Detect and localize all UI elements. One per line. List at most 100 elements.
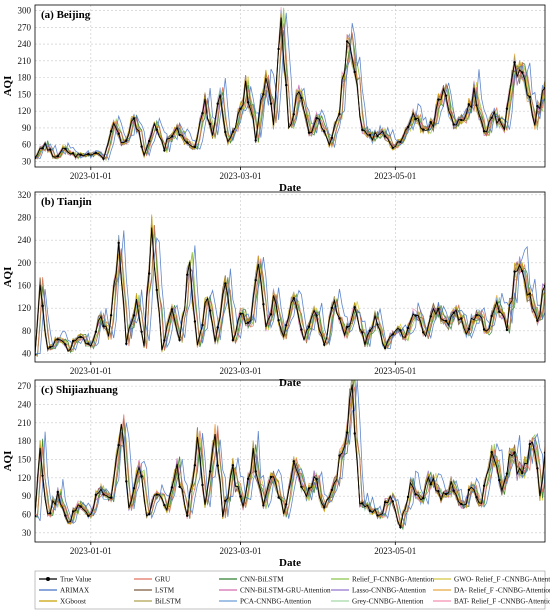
true-value-point: [94, 493, 98, 496]
true-value-point: [109, 314, 113, 317]
true-value-point: [444, 94, 448, 97]
true-value-point: [254, 279, 257, 282]
true-value-point: [170, 135, 174, 138]
true-value-point: [170, 308, 174, 311]
true-value-point: [323, 343, 326, 346]
true-value-point: [521, 71, 524, 74]
true-value-point: [224, 499, 227, 502]
series-line: [35, 392, 545, 530]
y-tick-label: 120: [18, 106, 32, 116]
legend-label: CNN-BiLSTM-GRU-Attention: [240, 587, 331, 595]
legend-label: GRU: [155, 576, 171, 584]
true-value-point: [391, 146, 394, 149]
true-value-point: [132, 117, 136, 120]
true-value-point: [399, 140, 402, 144]
true-value-point: [262, 504, 265, 507]
true-value-point: [262, 93, 265, 96]
true-value-point: [307, 487, 311, 490]
true-value-point: [102, 157, 105, 160]
true-value-point: [56, 338, 59, 341]
y-axis-label: AQI: [2, 76, 14, 97]
y-tick-label: 180: [18, 436, 32, 446]
true-value-point: [437, 307, 440, 311]
true-value-point: [338, 454, 341, 457]
x-tick-label: 2023-05-01: [374, 171, 416, 181]
chart-panel: 30 60 90 120 150 180 210 240 270 300 2023-01-01 202…: [2, 4, 546, 194]
legend-label: BiLSTM: [155, 598, 182, 606]
true-value-point: [467, 488, 471, 492]
true-value-point: [444, 493, 448, 496]
true-value-point: [498, 118, 501, 121]
true-value-point: [170, 486, 174, 489]
true-value-point: [41, 474, 44, 477]
true-value-point: [330, 306, 334, 310]
plot-frame: [34, 379, 546, 543]
true-value-point: [300, 485, 303, 488]
true-value-point: [216, 464, 219, 467]
true-value-point: [178, 338, 181, 342]
true-value-point: [239, 107, 242, 110]
true-value-point: [383, 501, 387, 504]
true-value-point: [269, 102, 273, 105]
true-value-point: [41, 147, 44, 150]
true-value-point: [467, 327, 471, 331]
legend-label: BAT- Relief_F -CNNBG-Attention: [454, 598, 550, 606]
y-tick-label: 30: [22, 528, 32, 538]
true-value-point: [277, 47, 280, 51]
true-value-point: [186, 273, 189, 276]
true-value-line: [35, 384, 545, 529]
legend-label: True Value: [60, 576, 91, 584]
true-value-point: [307, 325, 311, 328]
true-value-point: [338, 112, 341, 116]
y-tick-label: 210: [18, 418, 32, 428]
legend-label: PCA-CNNBG-Attention: [240, 598, 311, 606]
true-value-point: [429, 483, 432, 486]
true-value-point: [429, 315, 432, 318]
true-value-point: [193, 464, 197, 467]
legend-item: Lasso-CNNBG-Attention: [331, 587, 426, 595]
x-axis-label: Date: [279, 182, 301, 194]
legend-item: DA- Relief_F -CNNBG-Attention: [433, 587, 550, 595]
true-value-point: [117, 132, 120, 135]
true-value-point: [41, 304, 44, 308]
true-value-point: [490, 450, 493, 454]
true-value-point: [422, 128, 425, 131]
series-group: [35, 380, 545, 531]
true-value-point: [201, 323, 204, 327]
true-value-point: [132, 314, 136, 317]
y-tick-label: 90: [22, 123, 32, 133]
true-value-point: [49, 148, 52, 151]
true-value-point: [498, 310, 501, 313]
true-value-point: [140, 145, 143, 148]
x-axis-label: Date: [279, 557, 301, 569]
x-tick-label: 2023-03-01: [220, 366, 262, 376]
true-value-point: [117, 241, 120, 245]
y-tick-label: 200: [18, 258, 32, 268]
true-value-point: [536, 104, 539, 108]
legend-item: BAT- Relief_F -CNNBG-Attention: [433, 598, 550, 606]
true-value-point: [460, 118, 463, 122]
true-value-point: [193, 320, 197, 323]
y-tick-label: 240: [18, 39, 32, 49]
true-value-point: [475, 104, 478, 107]
true-value-point: [452, 489, 455, 492]
true-value-point: [254, 139, 257, 142]
true-value-point: [300, 328, 303, 331]
true-value-point: [513, 61, 516, 64]
x-tick-label: 2023-03-01: [220, 546, 262, 556]
true-value-point: [292, 460, 295, 463]
true-value-point: [132, 487, 136, 490]
true-value-point: [148, 513, 151, 516]
true-value-point: [399, 329, 402, 332]
y-tick-label: 240: [18, 235, 32, 245]
y-axis-label: AQI: [2, 451, 14, 472]
legend-item: LSTM: [134, 587, 175, 595]
series-line: [35, 12, 545, 162]
y-tick-label: 90: [22, 491, 32, 501]
true-value-point: [323, 130, 326, 133]
series-line: [35, 7, 545, 159]
true-value-point: [353, 432, 356, 435]
true-value-point: [536, 319, 539, 322]
x-axis-label: Date: [279, 377, 301, 389]
